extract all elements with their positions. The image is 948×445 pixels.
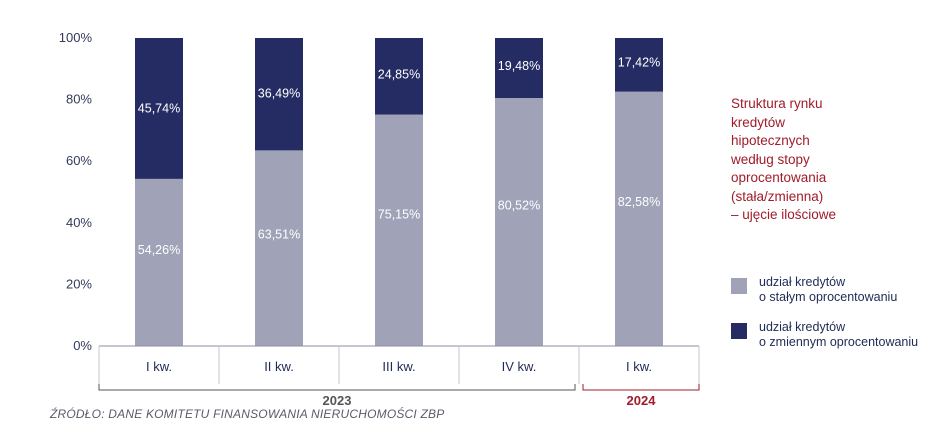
data-label-fixed-rate: 82,58% (618, 195, 660, 209)
data-label-variable-rate: 17,42% (618, 55, 660, 69)
y-tick-label: 80% (66, 92, 92, 107)
data-label-fixed-rate: 80,52% (498, 199, 540, 213)
bar-variable-rate (135, 38, 183, 179)
data-label-fixed-rate: 54,26% (138, 243, 180, 257)
legend-item-fixed-rate: udział kredytów o stałym oprocentowaniu (731, 275, 946, 309)
legend-swatch-variable-rate (731, 323, 747, 339)
bar-fixed-rate (255, 150, 303, 346)
chart-title: Struktura rynku kredytów hipotecznych we… (731, 96, 837, 222)
year-group-label: 2023 (323, 393, 352, 408)
year-group-bracket (98, 384, 576, 391)
y-tick-label: 0% (73, 338, 92, 353)
bar-variable-rate (375, 38, 423, 115)
data-label-fixed-rate: 75,15% (378, 208, 420, 222)
year-group-label: 2024 (627, 393, 657, 408)
x-tick-label: I kw. (146, 359, 172, 374)
x-tick-label: III kw. (382, 359, 415, 374)
legend-label-variable-rate: udział kredytów o zmiennym oprocentowani… (759, 320, 919, 349)
bar-fixed-rate (615, 91, 663, 347)
x-tick-label: IV kw. (502, 359, 537, 374)
year-group-bracket (582, 384, 700, 391)
y-tick-label: 40% (66, 215, 92, 230)
legend-label-fixed-rate: udział kredytów o stałym oprocentowaniu (759, 275, 898, 304)
data-label-fixed-rate: 63,51% (258, 227, 300, 241)
data-label-variable-rate: 45,74% (138, 102, 180, 116)
y-tick-label: 60% (66, 153, 92, 168)
y-tick-label: 100% (59, 30, 93, 45)
data-label-variable-rate: 36,49% (258, 87, 300, 101)
bar-fixed-rate (495, 97, 543, 346)
bar-variable-rate (255, 38, 303, 151)
data-label-variable-rate: 24,85% (378, 68, 420, 82)
x-tick-label: II kw. (264, 359, 294, 374)
bar-variable-rate (495, 38, 543, 98)
legend-swatch-fixed-rate (731, 278, 747, 294)
source-note: ŹRÓDŁO: DANE KOMITETU FINANSOWANIA NIERU… (50, 407, 445, 421)
bar-fixed-rate (135, 178, 183, 346)
legend-item-variable-rate: udział kredytów o zmiennym oprocentowani… (731, 320, 946, 354)
data-label-variable-rate: 19,48% (498, 59, 540, 73)
y-tick-label: 20% (66, 276, 92, 291)
x-tick-label: I kw. (626, 359, 652, 374)
bar-variable-rate (615, 38, 663, 92)
bar-fixed-rate (375, 114, 423, 347)
